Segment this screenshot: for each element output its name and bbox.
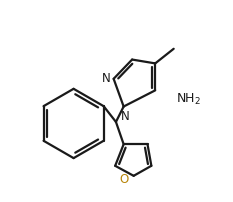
Text: N: N	[121, 110, 130, 123]
Text: O: O	[120, 173, 129, 185]
Text: N: N	[102, 71, 110, 84]
Text: NH$_2$: NH$_2$	[176, 91, 201, 106]
